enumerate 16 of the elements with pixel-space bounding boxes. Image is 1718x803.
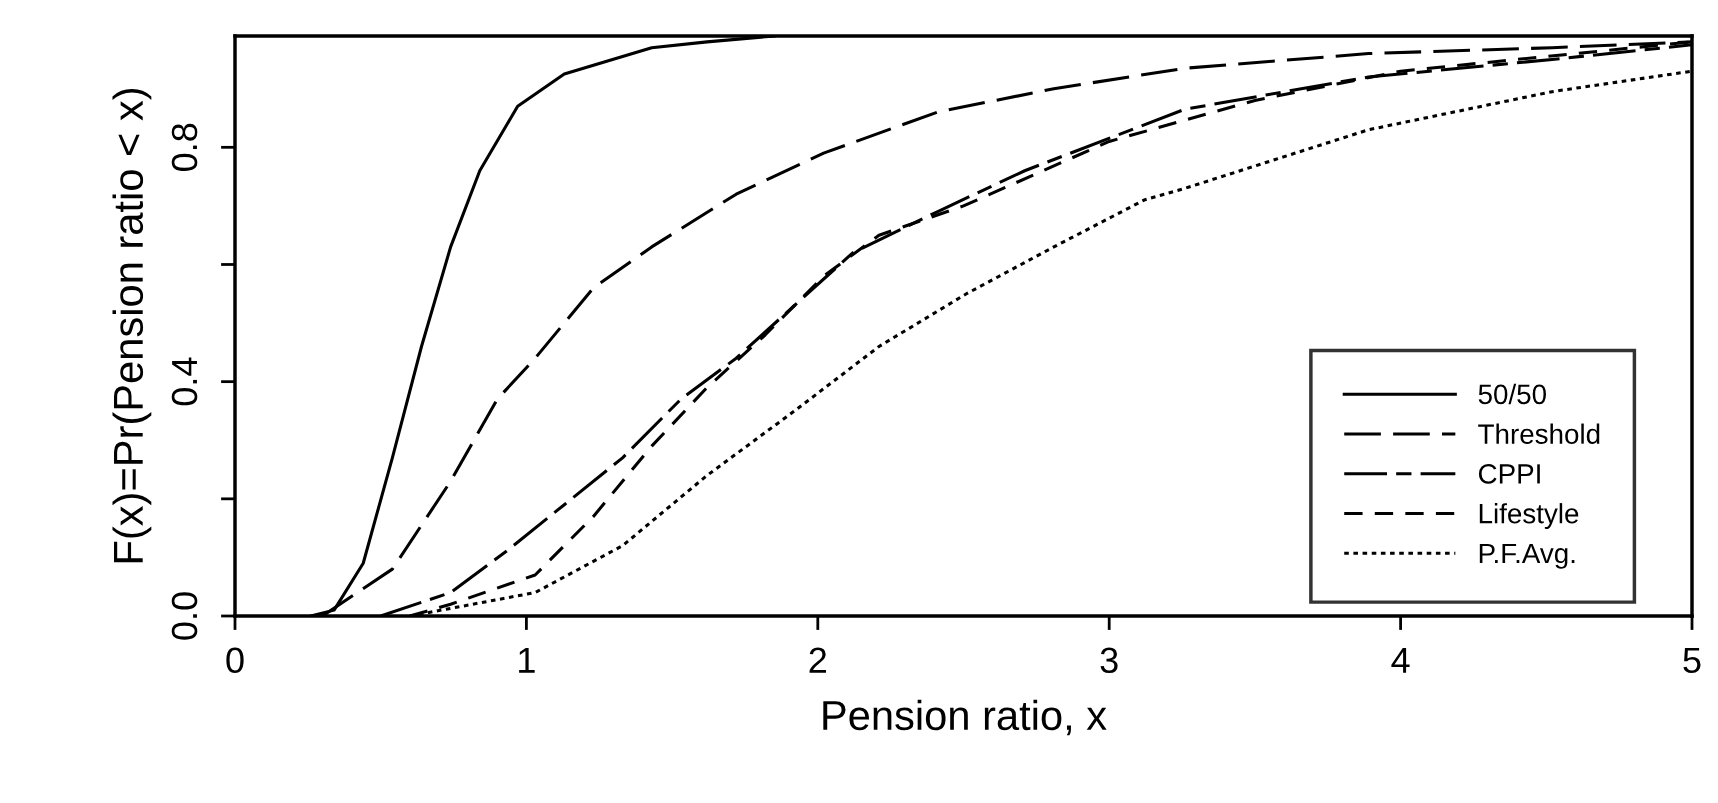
x-tick-label: 5 (1683, 647, 1701, 674)
legend-label: Threshold (1478, 423, 1600, 444)
y-tick-label: 0.0 (171, 592, 198, 640)
legend-label: Lifestyle (1479, 503, 1579, 529)
legend-label: CPPI (1478, 464, 1540, 484)
legend-label: P.F.Avg. (1479, 543, 1575, 569)
legend-label: 50/50 (1478, 383, 1546, 405)
y-axis-title: F(x)=Pr(Pension ratio < x) (112, 88, 152, 563)
x-tick-label: 0 (226, 647, 244, 674)
x-tick-label: 2 (809, 647, 827, 673)
x-tick-label: 1 (519, 647, 535, 673)
x-axis-title: Pension ratio, x (823, 699, 1107, 736)
x-tick-label: 4 (1391, 647, 1410, 673)
y-tick-label: 0.4 (171, 357, 198, 406)
x-tick-label: 3 (1100, 647, 1118, 674)
y-tick-label: 0.8 (171, 123, 198, 171)
